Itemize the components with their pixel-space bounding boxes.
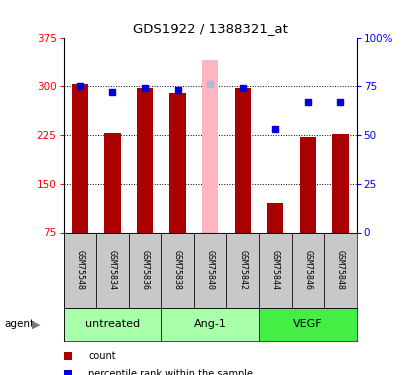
Text: count: count	[88, 351, 115, 361]
Text: VEGF: VEGF	[292, 320, 322, 329]
Bar	[137, 88, 153, 232]
Bar	[96, 232, 128, 308]
Bar	[234, 88, 250, 232]
Bar	[161, 308, 258, 341]
Text: GSM75838: GSM75838	[173, 250, 182, 290]
Text: GSM75840: GSM75840	[205, 250, 214, 290]
Text: untreated: untreated	[85, 320, 139, 329]
Text: GSM75848: GSM75848	[335, 250, 344, 290]
Text: agent: agent	[4, 320, 34, 329]
Bar	[258, 308, 356, 341]
Bar	[63, 308, 161, 341]
Text: GSM75844: GSM75844	[270, 250, 279, 290]
Bar	[128, 232, 161, 308]
Bar	[267, 203, 283, 232]
Text: percentile rank within the sample: percentile rank within the sample	[88, 369, 252, 375]
Bar	[104, 133, 120, 232]
Bar	[226, 232, 258, 308]
Text: Ang-1: Ang-1	[193, 320, 226, 329]
Bar	[331, 134, 348, 232]
Bar	[161, 232, 193, 308]
Bar	[169, 93, 185, 232]
Bar	[202, 60, 218, 232]
Text: GSM75834: GSM75834	[108, 250, 117, 290]
Bar	[63, 232, 96, 308]
Bar	[291, 232, 324, 308]
Text: GSM75842: GSM75842	[238, 250, 247, 290]
Text: ▶: ▶	[32, 320, 40, 329]
Bar	[193, 232, 226, 308]
Title: GDS1922 / 1388321_at: GDS1922 / 1388321_at	[133, 22, 287, 35]
Text: GSM75836: GSM75836	[140, 250, 149, 290]
Bar	[324, 232, 356, 308]
Text: GSM75846: GSM75846	[303, 250, 312, 290]
Bar	[299, 137, 315, 232]
Bar	[72, 84, 88, 232]
Text: GSM75548: GSM75548	[75, 250, 84, 290]
Bar	[258, 232, 291, 308]
